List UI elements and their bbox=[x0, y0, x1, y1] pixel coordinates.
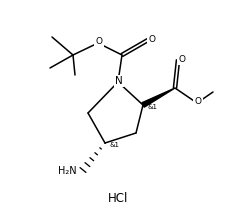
Text: &1: &1 bbox=[109, 142, 119, 148]
Text: O: O bbox=[194, 97, 202, 107]
Text: O: O bbox=[179, 54, 185, 64]
Text: N: N bbox=[115, 76, 123, 86]
Text: H₂N: H₂N bbox=[58, 166, 77, 176]
Text: O: O bbox=[148, 35, 156, 43]
Polygon shape bbox=[142, 88, 175, 107]
Text: HCl: HCl bbox=[108, 191, 128, 204]
Text: O: O bbox=[96, 38, 103, 46]
Text: &1: &1 bbox=[147, 104, 157, 110]
